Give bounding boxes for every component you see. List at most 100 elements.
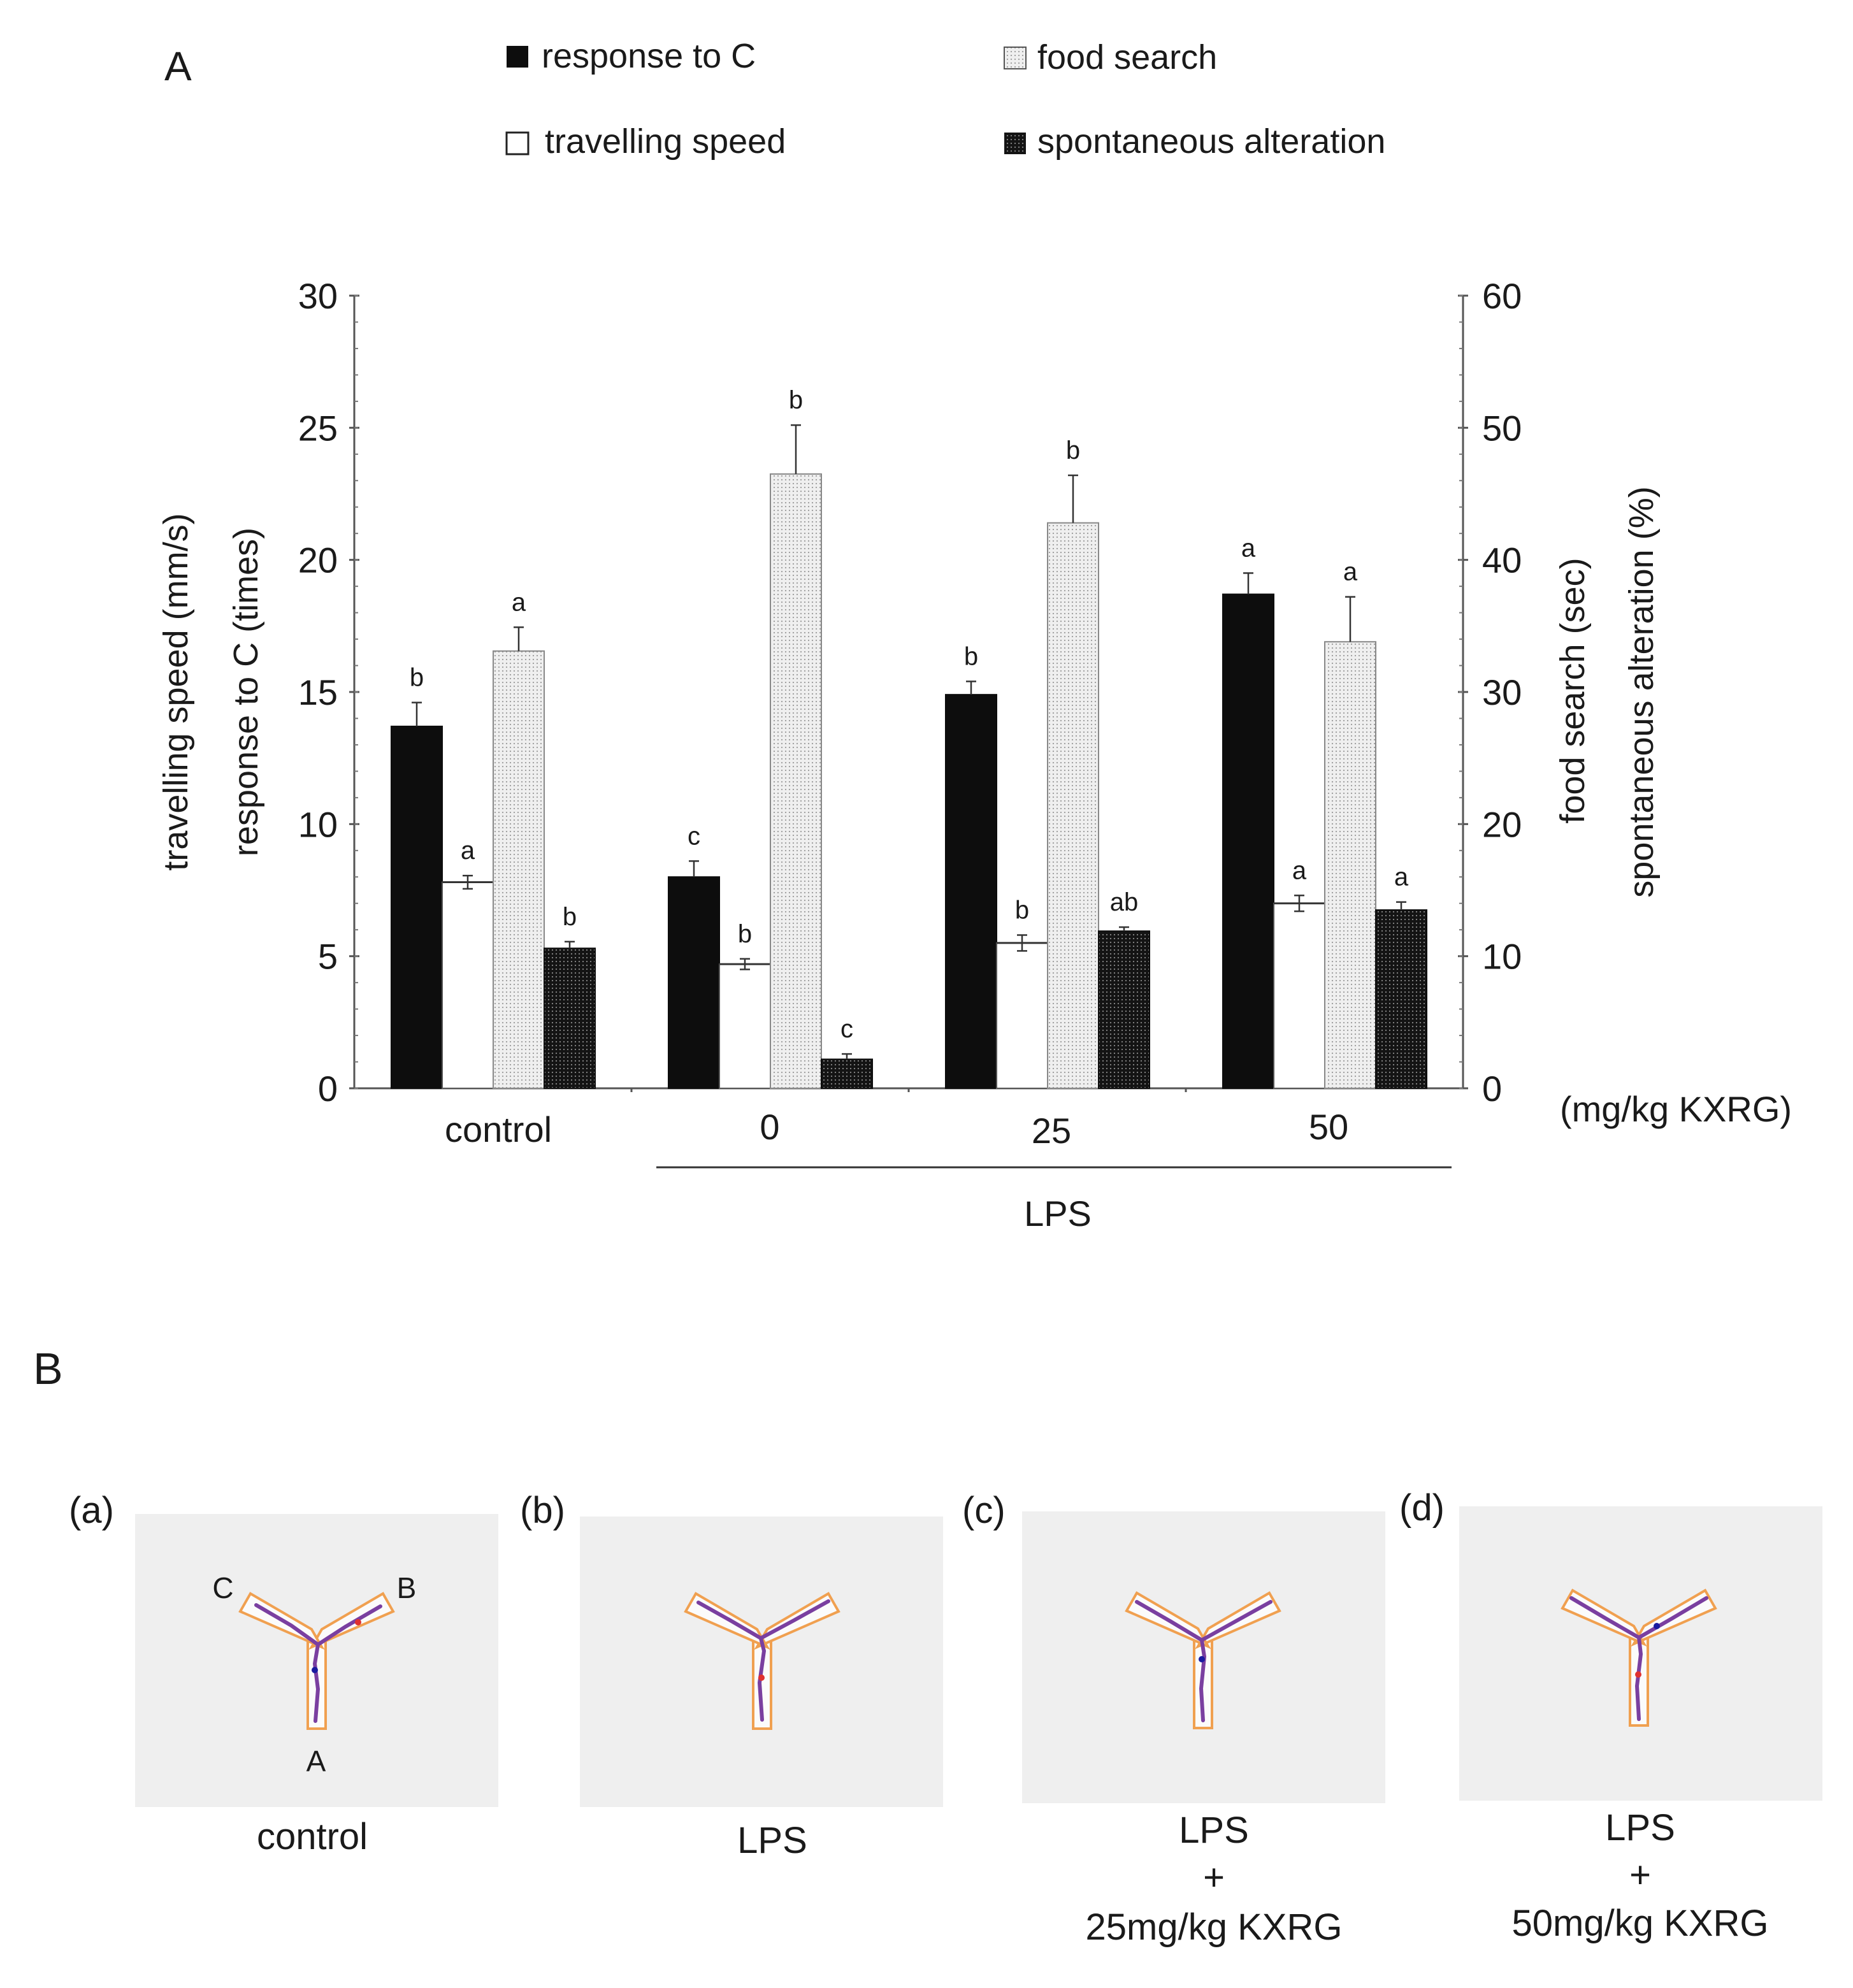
significance-letter: b [1066, 436, 1080, 465]
left-tick-label: 20 [298, 540, 338, 580]
left-tick-label: 10 [298, 804, 338, 844]
legend-swatch-alteration [1004, 133, 1026, 154]
subpanel-caption-line3: 50mg/kg KXRG [1512, 1903, 1769, 1944]
subpanel-tag: (b) [520, 1490, 565, 1531]
dose-unit-label: (mg/kg KXRG) [1560, 1089, 1792, 1129]
y-maze [1125, 1591, 1281, 1729]
bar-food-search [1047, 522, 1099, 1089]
bar-response-to-c [391, 725, 443, 1089]
panel-a-label: A [164, 43, 192, 89]
bar-food-search [770, 473, 822, 1089]
subpanel-tag: (a) [69, 1490, 114, 1531]
category-label-25: 25 [1032, 1111, 1071, 1151]
left-tick-label: 5 [318, 937, 338, 977]
right-tick-label: 10 [1482, 937, 1522, 977]
right-tick-label: 40 [1482, 540, 1522, 580]
right-tick-label: 0 [1482, 1069, 1502, 1109]
subpanel-caption-line2: + [1629, 1854, 1651, 1896]
subpanel-b: (b) LPS [520, 1490, 943, 1861]
bar-spontaneous-alteration [821, 1058, 873, 1090]
bar-response-to-c [1222, 593, 1274, 1089]
bar-spontaneous-alteration [544, 947, 596, 1090]
significance-letter: c [840, 1015, 853, 1043]
significance-letter: a [1292, 856, 1307, 884]
arm-label-a: A [306, 1745, 326, 1778]
bar-travelling-speed [719, 963, 771, 1090]
category-label-control: control [445, 1109, 552, 1149]
subpanel-caption-line1: LPS [1179, 1810, 1249, 1851]
arm-label-b: B [397, 1571, 417, 1604]
right-tick-label: 60 [1482, 276, 1522, 316]
significance-letter: a [1343, 558, 1358, 586]
right-axis-title-food: food search (sec) [1554, 558, 1592, 823]
panel-b-label: B [33, 1344, 63, 1394]
bar-response-to-c [945, 694, 997, 1089]
subpanel-d: (d) LPS + 50mg/kg KXRG [1399, 1487, 1822, 1944]
right-tick-label: 20 [1482, 804, 1522, 844]
legend: response to C food search travelling spe… [505, 37, 1385, 161]
track-end-dot [355, 1619, 361, 1625]
significance-letter: c [688, 822, 700, 850]
legend-label-response: response to C [542, 37, 756, 75]
significance-letter: a [1394, 863, 1409, 891]
right-tick-label: 30 [1482, 672, 1522, 712]
mouse-track [696, 1599, 830, 1722]
left-tick-label: 15 [298, 672, 338, 712]
subpanel-caption-line1: LPS [1605, 1807, 1675, 1848]
lps-group-label: LPS [1024, 1193, 1092, 1234]
left-axis-ticks: 0 5 10 15 20 25 30 [298, 276, 359, 1109]
significance-letter: a [512, 588, 526, 616]
left-axis-title-speed: travelling speed (mm/s) [157, 513, 195, 870]
significance-letter: b [964, 642, 978, 670]
track-end-dot [758, 1675, 765, 1681]
left-axis-title-response: response to C (times) [227, 528, 265, 856]
category-label-0: 0 [760, 1107, 779, 1147]
bar-travelling-speed [442, 881, 494, 1090]
arm-label-c: C [212, 1571, 233, 1604]
category-label-50: 50 [1309, 1107, 1348, 1147]
mouse-track [254, 1603, 382, 1723]
y-maze [238, 1592, 395, 1730]
legend-label-alteration: spontaneous alteration [1037, 122, 1385, 161]
legend-label-speed: travelling speed [545, 122, 786, 161]
track-start-dot [1199, 1656, 1205, 1662]
bar-food-search [1324, 641, 1376, 1089]
right-tick-label: 50 [1482, 408, 1522, 448]
bar-food-search [493, 650, 545, 1089]
bar-response-to-c [668, 876, 720, 1090]
y-maze [684, 1592, 840, 1730]
bar-spontaneous-alteration [1098, 930, 1150, 1089]
left-tick-label: 0 [318, 1069, 338, 1109]
significance-letter: ab [1110, 888, 1139, 916]
significance-letter: a [461, 837, 475, 865]
x-axis-ticks [630, 1088, 1187, 1092]
legend-label-food: food search [1037, 38, 1217, 76]
significance-letter: a [1241, 534, 1256, 562]
subpanel-tag: (c) [962, 1490, 1006, 1531]
legend-swatch-food [1004, 47, 1027, 69]
right-axis-title-alteration: spontaneous alteration (%) [1622, 486, 1661, 897]
subpanel-caption-line2: + [1203, 1857, 1225, 1898]
subpanel-a: (a) C B A control [69, 1490, 498, 1857]
subpanel-caption: control [257, 1816, 368, 1857]
bar-travelling-speed [1273, 902, 1325, 1089]
right-axis-ticks: 0 10 20 30 40 50 60 [1458, 276, 1522, 1109]
significance-letter: b [563, 903, 577, 931]
track-end-dot [1635, 1671, 1641, 1678]
bar-spontaneous-alteration [1375, 909, 1427, 1089]
mouse-track [1569, 1596, 1708, 1721]
subpanel-tag: (d) [1399, 1487, 1445, 1529]
subpanel-c: (c) LPS + 25mg/kg KXRG [962, 1490, 1385, 1948]
significance-letter: b [738, 920, 752, 948]
track-start-dot [1654, 1623, 1660, 1629]
track-start-dot [312, 1667, 318, 1673]
subpanel-caption: LPS [737, 1820, 807, 1861]
significance-letter: b [410, 664, 424, 692]
legend-swatch-response [507, 46, 528, 68]
legend-swatch-speed [505, 131, 530, 155]
subpanel-caption-line3: 25mg/kg KXRG [1086, 1906, 1343, 1948]
left-tick-label: 30 [298, 276, 338, 316]
left-tick-label: 25 [298, 408, 338, 448]
